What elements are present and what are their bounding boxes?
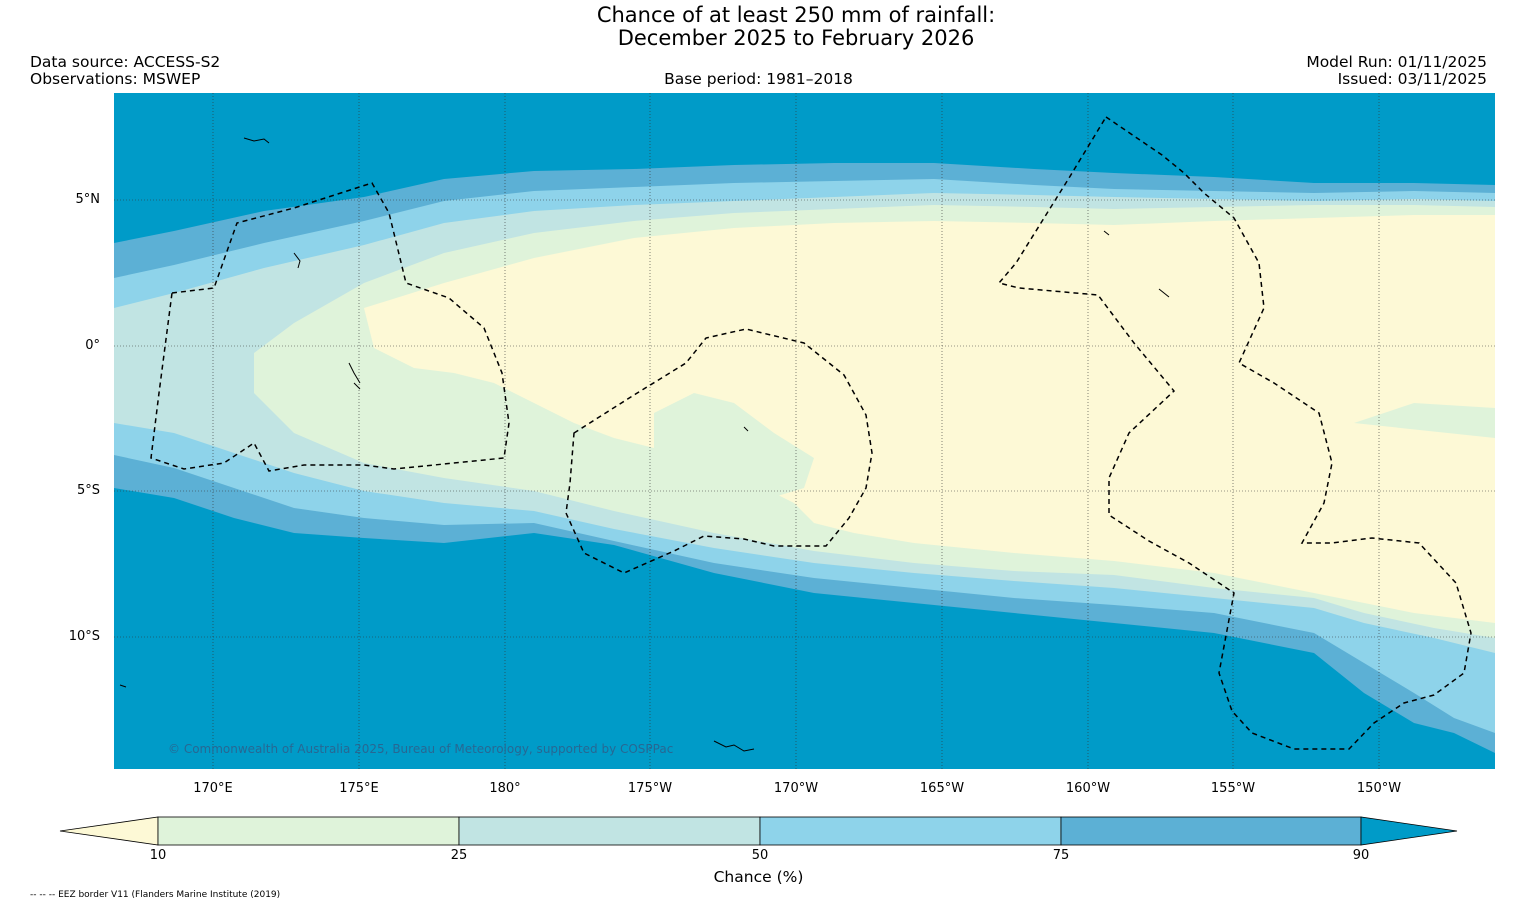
lon-label-170e: 170°E [193, 781, 233, 796]
observations-source: Observations: MSWEP [30, 70, 201, 88]
issued-date: Issued: 03/11/2025 [1337, 70, 1487, 88]
eez-border-kiribati-gilbert [150, 182, 510, 472]
lon-label-175e: 175°E [339, 781, 379, 796]
colorbar-tick-25: 25 [450, 848, 468, 863]
band-below-10 [364, 215, 1495, 623]
rainfall-probability-map [114, 93, 1495, 769]
colorbar-segment-50-75 [759, 816, 1062, 846]
lon-label-160w: 160°W [1065, 781, 1111, 796]
colorbar-segment-75-90 [1060, 816, 1362, 846]
model-run-date: Model Run: 01/11/2025 [1306, 53, 1487, 71]
island [1158, 288, 1170, 298]
islands [119, 137, 1170, 752]
lat-label-5n: 5°N [75, 192, 101, 207]
lat-label-10s: 10°S [68, 629, 100, 644]
colorbar-label: Chance (%) [713, 868, 804, 886]
colorbar-tick-75: 75 [1052, 848, 1070, 863]
colorbar [59, 816, 1458, 846]
lon-label-180: 180° [489, 781, 521, 796]
lon-label-175w: 175°W [627, 781, 673, 796]
eez-legend-note: -- -- -- EEZ border V11 (Flanders Marine… [30, 890, 281, 900]
data-source: Data source: ACCESS-S2 [30, 53, 221, 71]
eez-border-kiribati-line [997, 115, 1472, 750]
colorbar-tick-90: 90 [1352, 848, 1370, 863]
island [353, 382, 361, 390]
map-title-line-2: December 2025 to February 2026 [617, 26, 975, 50]
colorbar-segment-above-90 [1360, 816, 1458, 846]
island [243, 137, 270, 144]
colorbar-segment-10-25 [157, 816, 460, 846]
island [119, 684, 127, 688]
island [348, 362, 361, 384]
colorbar-tick-10: 10 [149, 848, 167, 863]
lon-label-150w: 150°W [1356, 781, 1402, 796]
island [713, 740, 755, 752]
colorbar-segment-25-50 [458, 816, 761, 846]
lon-label-165w: 165°W [919, 781, 965, 796]
lat-label-0: 0° [85, 338, 100, 353]
colorbar-segment-below-10 [59, 816, 159, 846]
copyright-notice: © Commonwealth of Australia 2025, Bureau… [168, 742, 674, 756]
band-10-25-pocket [654, 393, 814, 503]
map-title-line-1: Chance of at least 250 mm of rainfall: [596, 3, 996, 27]
lat-label-5s: 5°S [76, 483, 100, 498]
island [1103, 230, 1110, 236]
eez-border-kiribati-phoenix [565, 328, 873, 574]
colorbar-tick-50: 50 [751, 848, 769, 863]
graticule [114, 93, 1495, 769]
lon-label-170w: 170°W [773, 781, 819, 796]
island [293, 252, 301, 269]
eez-borders [150, 115, 1472, 750]
base-period: Base period: 1981–2018 [664, 70, 853, 88]
island [743, 426, 749, 432]
lon-label-155w: 155°W [1210, 781, 1256, 796]
